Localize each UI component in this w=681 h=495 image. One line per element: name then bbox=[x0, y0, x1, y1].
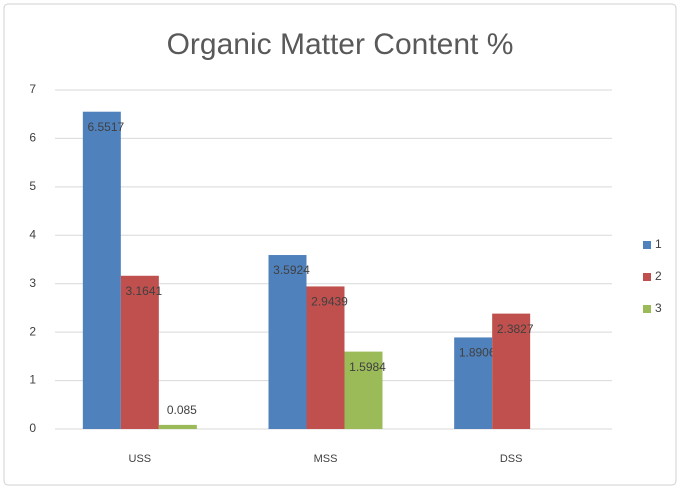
data-label: 1.8906 bbox=[459, 346, 496, 360]
legend-label: 2 bbox=[655, 269, 662, 283]
y-tick-label: 7 bbox=[29, 82, 36, 96]
chart-title: Organic Matter Content % bbox=[167, 28, 514, 61]
y-tick-label: 0 bbox=[29, 421, 36, 435]
legend-swatch bbox=[643, 305, 651, 313]
legend-label: 3 bbox=[655, 301, 662, 315]
data-label: 6.5517 bbox=[87, 120, 124, 134]
data-label: 1.5984 bbox=[349, 360, 386, 374]
y-tick-label: 4 bbox=[29, 227, 36, 241]
bar bbox=[454, 337, 493, 429]
y-tick-label: 6 bbox=[29, 131, 36, 145]
bar bbox=[82, 111, 121, 430]
y-tick-label: 3 bbox=[29, 276, 36, 290]
bar bbox=[268, 255, 307, 429]
bar bbox=[344, 351, 383, 429]
legend-swatch bbox=[643, 241, 651, 249]
x-tick-label: USS bbox=[129, 453, 152, 465]
data-label: 2.9439 bbox=[311, 295, 348, 309]
x-tick-label: DSS bbox=[500, 453, 523, 465]
data-label: 2.3827 bbox=[497, 322, 534, 336]
bar bbox=[492, 313, 531, 429]
bar bbox=[306, 286, 345, 429]
data-label: 3.1641 bbox=[125, 284, 162, 298]
bar bbox=[120, 275, 159, 429]
data-label: 3.5924 bbox=[273, 263, 310, 277]
legend-swatch bbox=[643, 273, 651, 281]
y-tick-label: 1 bbox=[29, 373, 36, 387]
bar bbox=[158, 424, 197, 429]
legend-label: 1 bbox=[655, 237, 662, 251]
y-tick-label: 5 bbox=[29, 179, 36, 193]
x-tick-label: MSS bbox=[314, 453, 338, 465]
y-tick-label: 2 bbox=[29, 324, 36, 338]
data-label: 0.085 bbox=[167, 403, 197, 417]
